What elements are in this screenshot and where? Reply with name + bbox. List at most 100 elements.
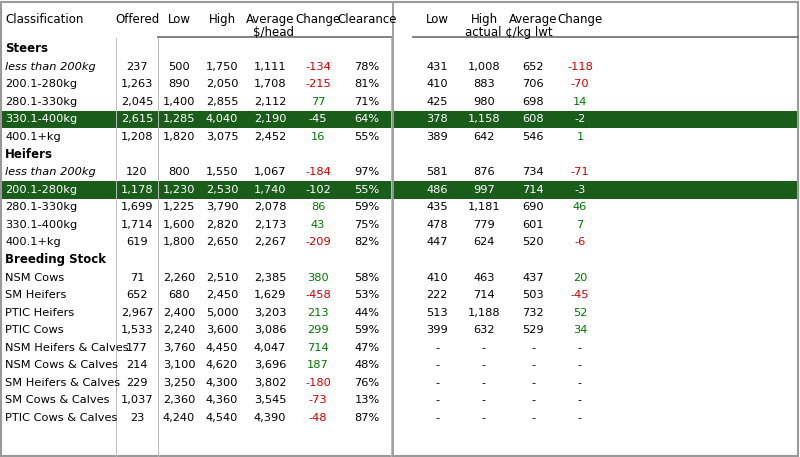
Text: NSM Heifers & Calves: NSM Heifers & Calves [5, 343, 129, 353]
Text: 2,450: 2,450 [206, 290, 238, 300]
Text: 890: 890 [168, 79, 190, 89]
Text: -2: -2 [574, 114, 586, 124]
Text: 55%: 55% [354, 185, 380, 195]
Text: -: - [482, 413, 486, 423]
Text: 1,230: 1,230 [162, 185, 195, 195]
Text: 1,708: 1,708 [254, 79, 286, 89]
Text: -: - [531, 413, 535, 423]
Text: actual ¢/kg lwt: actual ¢/kg lwt [465, 26, 552, 39]
Text: 389: 389 [426, 132, 448, 142]
Text: 237: 237 [126, 62, 148, 72]
Text: 58%: 58% [354, 273, 380, 283]
Text: 2,650: 2,650 [206, 237, 238, 247]
Text: -: - [435, 343, 439, 353]
Text: 632: 632 [474, 325, 494, 335]
Text: 76%: 76% [354, 378, 379, 388]
Text: 330.1-400kg: 330.1-400kg [5, 220, 78, 230]
Text: 1,225: 1,225 [163, 202, 195, 212]
Text: 200.1-280kg: 200.1-280kg [5, 185, 77, 195]
Text: -6: -6 [574, 237, 586, 247]
Text: SM Heifers & Calves: SM Heifers & Calves [5, 378, 120, 388]
Text: 59%: 59% [354, 202, 380, 212]
Text: 2,360: 2,360 [163, 395, 195, 405]
Text: 2,173: 2,173 [254, 220, 286, 230]
Text: 4,040: 4,040 [206, 114, 238, 124]
Text: 520: 520 [522, 237, 544, 247]
Text: 177: 177 [126, 343, 148, 353]
Text: 2,385: 2,385 [254, 273, 286, 283]
Text: 500: 500 [168, 62, 190, 72]
Text: 75%: 75% [354, 220, 380, 230]
Text: Average: Average [509, 13, 558, 26]
Text: 229: 229 [126, 378, 148, 388]
Text: 299: 299 [307, 325, 329, 335]
Text: 2,267: 2,267 [254, 237, 286, 247]
Text: -134: -134 [305, 62, 331, 72]
Text: Average: Average [246, 13, 294, 26]
Text: 652: 652 [126, 290, 148, 300]
Text: -73: -73 [309, 395, 327, 405]
Text: 1,750: 1,750 [206, 62, 238, 72]
Text: 1,800: 1,800 [162, 237, 195, 247]
Text: 4,620: 4,620 [206, 360, 238, 370]
Text: 980: 980 [473, 97, 495, 107]
Text: 2,452: 2,452 [254, 132, 286, 142]
Text: 222: 222 [426, 290, 448, 300]
Text: 3,100: 3,100 [162, 360, 195, 370]
Text: 1,533: 1,533 [121, 325, 154, 335]
Text: 447: 447 [426, 237, 448, 247]
Text: -45: -45 [309, 114, 327, 124]
Text: 2,045: 2,045 [121, 97, 153, 107]
Text: 2,530: 2,530 [206, 185, 238, 195]
Text: Clearance: Clearance [338, 13, 397, 26]
Text: 1,111: 1,111 [254, 62, 286, 72]
Text: 97%: 97% [354, 167, 380, 177]
Text: -: - [482, 360, 486, 370]
Text: 200.1-280kg: 200.1-280kg [5, 79, 77, 89]
Text: 529: 529 [522, 325, 544, 335]
Text: 876: 876 [473, 167, 495, 177]
Text: 581: 581 [426, 167, 448, 177]
Text: 732: 732 [522, 308, 544, 318]
Text: 47%: 47% [354, 343, 379, 353]
Text: 1,629: 1,629 [254, 290, 286, 300]
Text: -: - [482, 343, 486, 353]
Text: 3,760: 3,760 [162, 343, 195, 353]
Text: 4,450: 4,450 [206, 343, 238, 353]
Text: 698: 698 [522, 97, 544, 107]
Text: less than 200kg: less than 200kg [5, 167, 96, 177]
Text: 4,300: 4,300 [206, 378, 238, 388]
Text: 55%: 55% [354, 132, 380, 142]
Text: 601: 601 [522, 220, 544, 230]
Text: $/head: $/head [253, 26, 294, 39]
Text: 1,714: 1,714 [121, 220, 154, 230]
Text: -215: -215 [305, 79, 331, 89]
Text: 1,263: 1,263 [121, 79, 153, 89]
Text: 425: 425 [426, 97, 448, 107]
Text: -: - [578, 378, 582, 388]
Text: 20: 20 [573, 273, 587, 283]
Text: 513: 513 [426, 308, 448, 318]
Text: 706: 706 [522, 79, 544, 89]
Text: -3: -3 [574, 185, 586, 195]
Text: 1,208: 1,208 [121, 132, 154, 142]
Text: 330.1-400kg: 330.1-400kg [5, 114, 78, 124]
Text: 2,855: 2,855 [206, 97, 238, 107]
Text: 1,181: 1,181 [468, 202, 500, 212]
Text: -: - [435, 378, 439, 388]
Text: 690: 690 [522, 202, 544, 212]
Text: 437: 437 [522, 273, 544, 283]
Text: 503: 503 [522, 290, 544, 300]
Text: 87%: 87% [354, 413, 380, 423]
Text: 1,178: 1,178 [121, 185, 154, 195]
Text: 1,285: 1,285 [162, 114, 195, 124]
Text: 3,696: 3,696 [254, 360, 286, 370]
Text: 2,820: 2,820 [206, 220, 238, 230]
Text: -70: -70 [570, 79, 590, 89]
Text: -458: -458 [305, 290, 331, 300]
Text: 43: 43 [311, 220, 325, 230]
Text: 64%: 64% [354, 114, 379, 124]
Text: NSM Cows: NSM Cows [5, 273, 64, 283]
Text: 4,240: 4,240 [163, 413, 195, 423]
Text: 3,250: 3,250 [162, 378, 195, 388]
